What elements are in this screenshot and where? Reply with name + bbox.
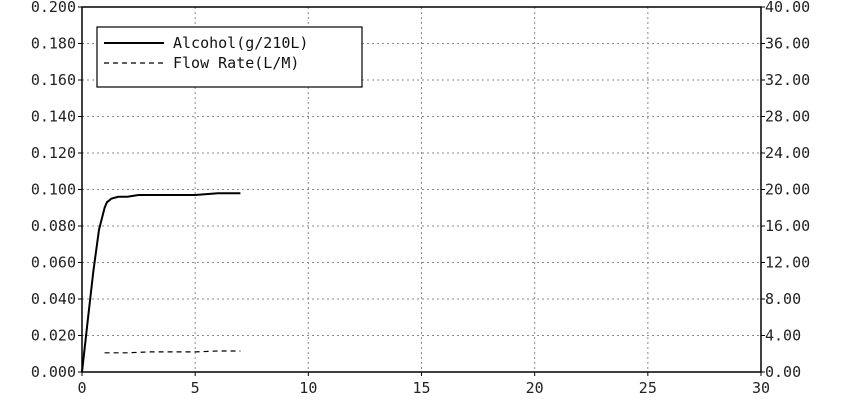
y2-tick-label: 36.00 bbox=[765, 35, 810, 53]
y-tick-label: 0.180 bbox=[31, 35, 76, 53]
x-tick-label: 10 bbox=[299, 379, 317, 397]
y2-tick-label: 8.00 bbox=[765, 290, 801, 308]
y-tick-label: 0.080 bbox=[31, 217, 76, 235]
x-tick-label: 20 bbox=[526, 379, 544, 397]
y-tick-label: 0.100 bbox=[31, 181, 76, 199]
y-tick-label: 0.000 bbox=[31, 363, 76, 381]
y-tick-label: 0.160 bbox=[31, 71, 76, 89]
y-tick-label: 0.120 bbox=[31, 144, 76, 162]
y2-tick-label: 24.00 bbox=[765, 144, 810, 162]
y2-tick-label: 16.00 bbox=[765, 217, 810, 235]
x-tick-label: 0 bbox=[77, 379, 86, 397]
y2-tick-label: 20.00 bbox=[765, 181, 810, 199]
x-tick-label: 30 bbox=[752, 379, 770, 397]
y2-tick-label: 4.00 bbox=[765, 327, 801, 345]
y-tick-label: 0.200 bbox=[31, 0, 76, 16]
y2-tick-label: 28.00 bbox=[765, 108, 810, 126]
y-tick-label: 0.060 bbox=[31, 254, 76, 272]
y-tick-label: 0.020 bbox=[31, 327, 76, 345]
y2-tick-label: 32.00 bbox=[765, 71, 810, 89]
x-tick-label: 25 bbox=[639, 379, 657, 397]
legend-label-alcohol: Alcohol(g/210L) bbox=[173, 34, 308, 52]
y2-tick-label: 12.00 bbox=[765, 254, 810, 272]
legend-label-flow-rate: Flow Rate(L/M) bbox=[173, 54, 299, 72]
y-tick-label: 0.140 bbox=[31, 108, 76, 126]
x-tick-label: 5 bbox=[191, 379, 200, 397]
y-tick-label: 0.040 bbox=[31, 290, 76, 308]
y2-tick-label: 0.00 bbox=[765, 363, 801, 381]
y2-tick-label: 40.00 bbox=[765, 0, 810, 16]
x-tick-label: 15 bbox=[412, 379, 430, 397]
